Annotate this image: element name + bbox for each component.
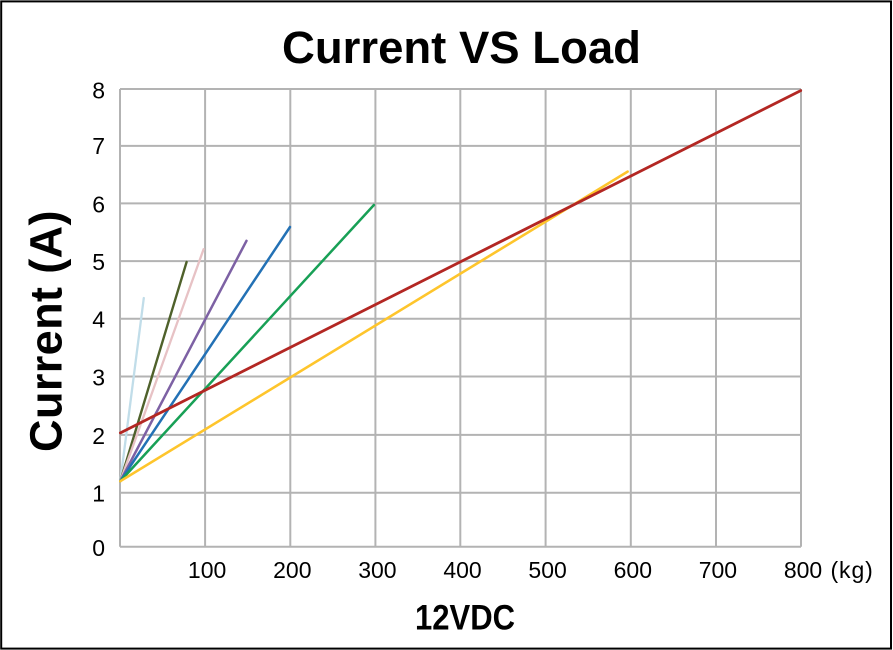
svg-text:700: 700 xyxy=(699,557,737,583)
svg-text:300: 300 xyxy=(358,557,396,583)
svg-text:2: 2 xyxy=(92,423,105,449)
svg-text:200: 200 xyxy=(273,557,311,583)
svg-text:(kg): (kg) xyxy=(831,557,874,583)
svg-text:600: 600 xyxy=(614,557,652,583)
svg-text:Current VS Load: Current VS Load xyxy=(282,22,641,73)
svg-text:3: 3 xyxy=(92,365,105,391)
svg-text:800: 800 xyxy=(784,557,822,583)
svg-text:0: 0 xyxy=(92,535,105,561)
svg-text:400: 400 xyxy=(443,557,481,583)
svg-text:100: 100 xyxy=(188,557,226,583)
svg-text:7: 7 xyxy=(92,133,105,159)
svg-text:8: 8 xyxy=(92,78,105,104)
svg-text:6: 6 xyxy=(92,191,105,217)
svg-text:Current (A): Current (A) xyxy=(21,210,72,452)
svg-text:4: 4 xyxy=(92,307,105,333)
svg-text:500: 500 xyxy=(528,557,566,583)
svg-text:5: 5 xyxy=(92,249,105,275)
svg-text:1: 1 xyxy=(92,481,105,507)
svg-text:12VDC: 12VDC xyxy=(415,599,515,638)
